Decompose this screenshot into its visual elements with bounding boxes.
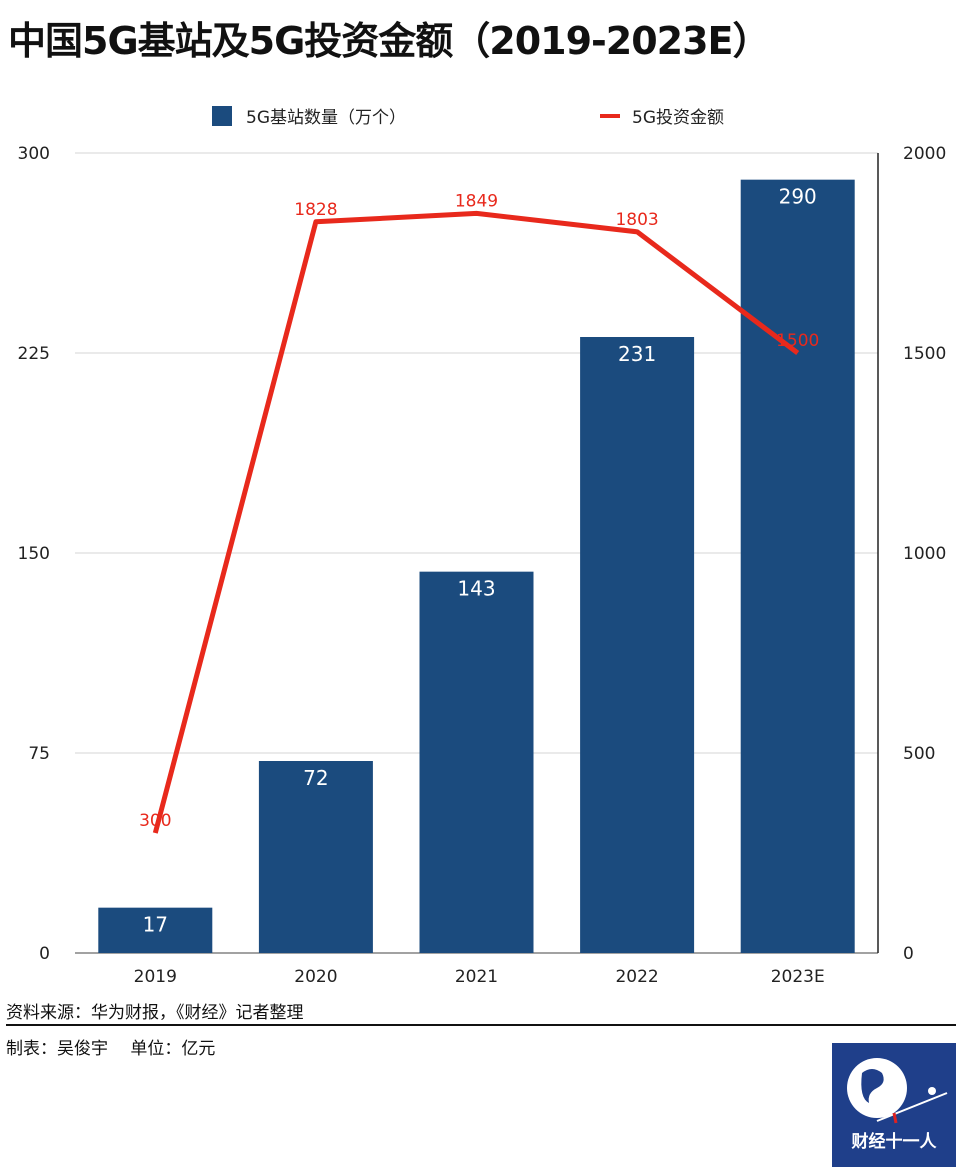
left-tick-label: 225 (18, 344, 50, 364)
left-tick-label: 300 (18, 144, 50, 164)
bar (419, 571, 534, 953)
left-tick-label: 0 (39, 944, 50, 964)
chart-svg: 0 75 150 225 300 0 500 1000 1500 2000 5G基站数量（万个） 5G… (18, 106, 946, 987)
chart-title: 中国5G基站及5G投资金额（2019-2023E） (8, 19, 771, 63)
globe-icon (847, 1058, 948, 1124)
x-tick-label: 2022 (615, 967, 658, 987)
bar (740, 179, 855, 953)
x-tick-label: 2021 (455, 967, 498, 987)
left-tick-label: 75 (28, 744, 50, 764)
bar-value-label: 290 (779, 185, 817, 209)
x-tick-label: 2020 (294, 967, 337, 987)
x-tick-label: 2019 (134, 967, 177, 987)
x-tick-label: 2023E (771, 967, 825, 987)
footer-divider (6, 1024, 956, 1026)
right-tick-label: 0 (903, 944, 914, 964)
bar-value-label: 17 (143, 913, 168, 937)
bar-value-label: 143 (457, 577, 495, 601)
line-value-label: 1500 (776, 331, 819, 351)
right-tick-label: 1500 (903, 344, 946, 364)
bar (98, 907, 213, 953)
line-series (152, 210, 800, 834)
legend-label-line: 5G投资金额 (632, 108, 724, 128)
line-value-label: 300 (139, 811, 171, 831)
legend-label-bar: 5G基站数量（万个） (246, 108, 406, 128)
credit-note: 制表：吴俊宇 单位：亿元 (6, 1039, 216, 1059)
source-note: 资料来源：华为财报，《财经》记者整理 (6, 1003, 304, 1023)
legend-swatch-bar (212, 106, 232, 126)
bar (258, 761, 373, 953)
left-tick-label: 150 (18, 544, 50, 564)
right-tick-label: 2000 (903, 144, 946, 164)
line-value-label: 1828 (294, 200, 337, 220)
bar-value-label: 231 (618, 342, 656, 366)
line-value-label: 1803 (615, 210, 658, 230)
publisher-logo: 财经十一人 (832, 1043, 956, 1167)
bar-value-label: 72 (303, 766, 328, 790)
right-tick-label: 500 (903, 744, 935, 764)
bar (580, 337, 695, 953)
logo-text: 财经十一人 (851, 1132, 937, 1152)
line-value-label: 1849 (455, 191, 498, 211)
right-tick-label: 1000 (903, 544, 946, 564)
